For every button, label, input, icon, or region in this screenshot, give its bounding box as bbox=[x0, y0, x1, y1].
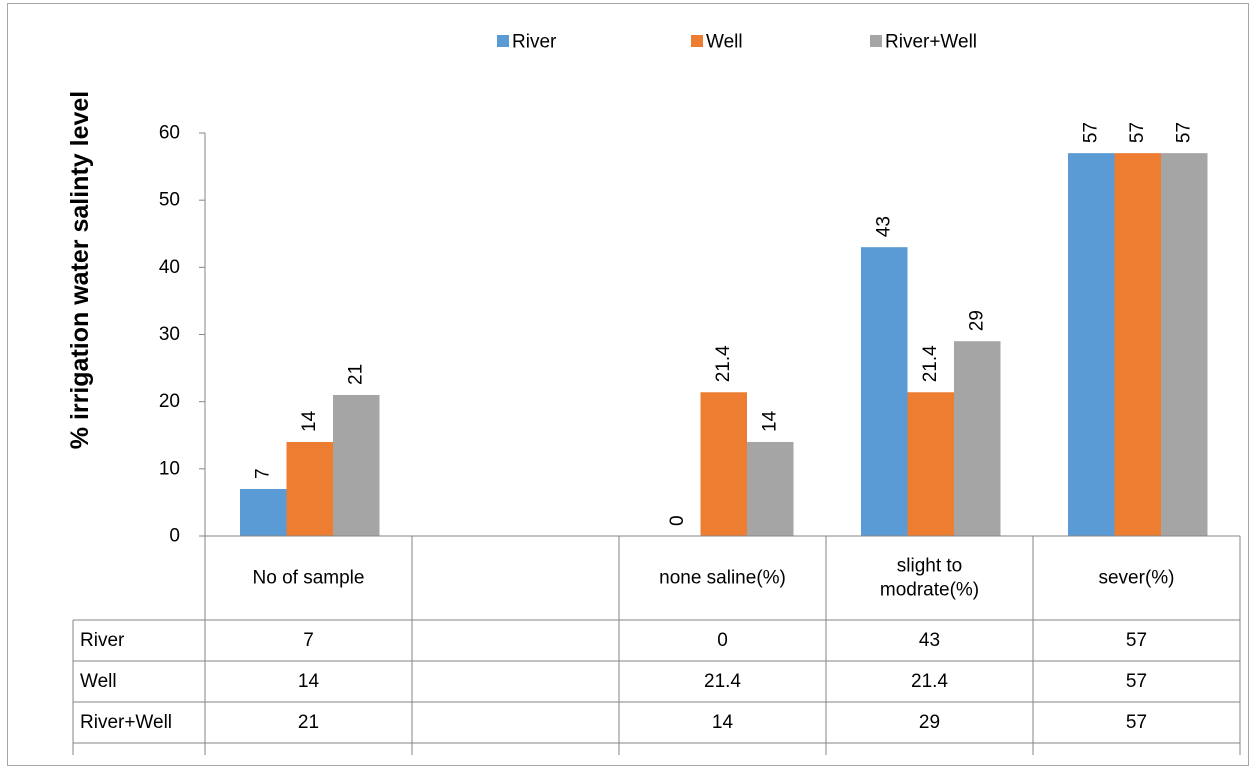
table-cell-river-none-saline: 0 bbox=[717, 630, 728, 651]
y-tick-label: 60 bbox=[159, 123, 180, 144]
bar-well-sever bbox=[1114, 153, 1161, 536]
data-label-river-well-no-of-sample: 21 bbox=[346, 364, 367, 385]
legend-swatch-river bbox=[497, 35, 509, 47]
table-cell-well-sever: 57 bbox=[1126, 671, 1147, 692]
data-label-well-slight-to-modrate: 21.4 bbox=[920, 345, 941, 382]
bar-well-slight-to-modrate bbox=[907, 392, 954, 536]
bar-river-no-of-sample bbox=[240, 488, 287, 536]
table-cell-river-no-of-sample: 7 bbox=[303, 630, 314, 651]
data-label-river-none-saline: 0 bbox=[667, 515, 688, 526]
table-cell-well-none-saline: 21.4 bbox=[704, 671, 741, 692]
y-tick-label: 0 bbox=[169, 526, 180, 547]
data-label-river-no-of-sample: 7 bbox=[253, 468, 274, 479]
table-cell-river-well-no-of-sample: 21 bbox=[298, 712, 319, 733]
table-row-label-well: Well bbox=[80, 671, 117, 692]
legend: River Well River+Well bbox=[497, 32, 977, 53]
table-cell-river-well-sever: 57 bbox=[1126, 712, 1147, 733]
bar-well-none-saline bbox=[700, 392, 747, 536]
table-header-sever: sever(%) bbox=[1098, 568, 1174, 589]
data-table: No of sample none saline(%) slight to modra… bbox=[72, 535, 1241, 755]
table-header-none-saline: none saline(%) bbox=[659, 568, 786, 589]
legend-label-well: Well bbox=[706, 32, 743, 53]
bar-well-no-of-sample bbox=[286, 441, 333, 536]
data-labels-group: 7 0 43 57 14 21.4 21.4 57 21 14 29 57 bbox=[253, 122, 1195, 526]
table-cell-well-slight-to-modrate: 21.4 bbox=[911, 671, 948, 692]
bar-river-well-no-of-sample bbox=[333, 394, 380, 536]
table-cell-river-sever: 57 bbox=[1126, 630, 1147, 651]
data-label-well-none-saline: 21.4 bbox=[713, 345, 734, 382]
data-label-river-well-sever: 57 bbox=[1174, 122, 1195, 143]
y-tick-label: 30 bbox=[159, 324, 180, 345]
data-label-river-well-slight-to-modrate: 29 bbox=[967, 310, 988, 331]
bar-river-slight-to-modrate bbox=[861, 247, 908, 536]
data-label-well-sever: 57 bbox=[1127, 122, 1148, 143]
bar-river-sever bbox=[1068, 153, 1115, 536]
chart-border bbox=[7, 3, 1249, 766]
bar-river-well-sever bbox=[1161, 153, 1208, 536]
legend-swatch-well bbox=[691, 35, 703, 47]
data-label-river-sever: 57 bbox=[1081, 122, 1102, 143]
table-header-slight-to-modrate: modrate(%) bbox=[880, 580, 979, 601]
y-tick-label: 20 bbox=[159, 391, 180, 412]
table-cell-river-well-none-saline: 14 bbox=[712, 712, 734, 733]
table-cell-river-slight-to-modrate: 43 bbox=[919, 630, 940, 651]
y-tick-label: 40 bbox=[159, 257, 180, 278]
data-label-well-no-of-sample: 14 bbox=[299, 410, 320, 432]
y-axis: 0 10 20 30 40 50 60 bbox=[159, 123, 206, 547]
table-header-no-of-sample: No of sample bbox=[253, 568, 365, 589]
bar-river-well-none-saline bbox=[747, 441, 794, 536]
legend-swatch-river-well bbox=[870, 35, 882, 47]
legend-label-river: River bbox=[512, 32, 557, 53]
bar-river-well-slight-to-modrate bbox=[954, 341, 1001, 536]
table-row-label-river-well: River+Well bbox=[80, 712, 172, 733]
bars-group bbox=[240, 153, 1208, 536]
table-cell-river-well-slight-to-modrate: 29 bbox=[919, 712, 940, 733]
legend-label-river-well: River+Well bbox=[885, 32, 977, 53]
table-cell-well-no-of-sample: 14 bbox=[298, 671, 320, 692]
data-label-river-slight-to-modrate: 43 bbox=[874, 216, 895, 237]
y-tick-label: 10 bbox=[159, 458, 180, 479]
y-axis-label: % irrigation water salinty level bbox=[66, 91, 94, 449]
table-row-label-river: River bbox=[80, 630, 125, 651]
y-tick-label: 50 bbox=[159, 190, 180, 211]
data-label-river-well-none-saline: 14 bbox=[760, 410, 781, 432]
table-header-slight-to-modrate: slight to bbox=[897, 556, 962, 577]
